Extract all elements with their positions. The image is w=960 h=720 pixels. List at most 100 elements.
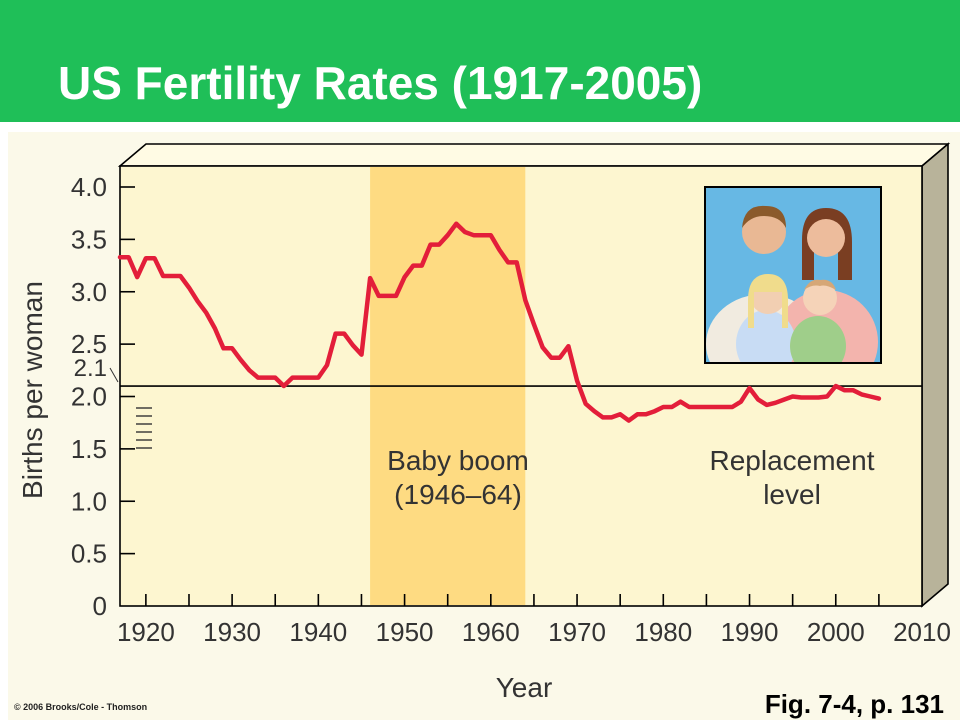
y-tick-label: 0.5 (71, 539, 107, 569)
data-point (178, 274, 182, 278)
data-point (601, 415, 605, 419)
data-point (359, 353, 363, 357)
data-point (610, 415, 614, 419)
y-tick-label: 2.5 (71, 329, 107, 359)
baby-boom-label: Baby boom (387, 445, 529, 476)
data-point (204, 311, 208, 315)
data-point (377, 294, 381, 298)
y-tick-label-2-1: 2.1 (74, 355, 107, 382)
data-point (575, 379, 579, 383)
data-point (704, 405, 708, 409)
y-tick-label: 0 (93, 591, 107, 621)
data-point (385, 294, 389, 298)
data-point (515, 260, 519, 264)
data-point (403, 275, 407, 279)
data-point (842, 388, 846, 392)
y-tick-label: 2.0 (71, 382, 107, 412)
data-point (480, 233, 484, 237)
data-point (532, 322, 536, 326)
data-point (489, 233, 493, 237)
figure-caption: Fig. 7-4, p. 131 (764, 689, 944, 719)
copyright-notice: © 2006 Brooks/Cole - Thomson (14, 702, 148, 712)
data-point (299, 376, 303, 380)
data-point (152, 256, 156, 260)
data-point (221, 346, 225, 350)
data-point (247, 368, 251, 372)
data-point (627, 419, 631, 423)
data-point (196, 299, 200, 303)
data-point (713, 405, 717, 409)
x-tick-label: 1930 (203, 617, 261, 647)
data-point (756, 398, 760, 402)
data-point (497, 248, 501, 252)
x-tick-label: 1940 (289, 617, 347, 647)
data-point (187, 286, 191, 290)
data-point (239, 358, 243, 362)
plot-top-face (117, 143, 951, 167)
x-tick-label: 1990 (721, 617, 779, 647)
data-point (851, 388, 855, 392)
data-point (170, 274, 174, 278)
data-point (644, 412, 648, 416)
data-point (722, 405, 726, 409)
data-point (541, 345, 545, 349)
slide-title: US Fertility Rates (1917-2005) (58, 57, 703, 109)
data-point (411, 264, 415, 268)
data-point (420, 264, 424, 268)
data-point (213, 326, 217, 330)
data-point (817, 396, 821, 400)
data-point (463, 230, 467, 234)
data-point (679, 400, 683, 404)
data-point (118, 255, 122, 259)
data-point (454, 222, 458, 226)
data-point (127, 255, 131, 259)
y-tick-label: 3.0 (71, 277, 107, 307)
data-point (308, 376, 312, 380)
x-axis-title: Year (496, 672, 553, 703)
family-portrait-icon (704, 186, 882, 364)
data-point (661, 405, 665, 409)
data-point (687, 405, 691, 409)
data-point (437, 243, 441, 247)
data-point (618, 412, 622, 416)
data-point (653, 409, 657, 413)
data-point (316, 376, 320, 380)
data-point (877, 397, 881, 401)
data-point (773, 401, 777, 405)
data-point (730, 405, 734, 409)
data-point (290, 376, 294, 380)
data-point (256, 376, 260, 380)
data-point (748, 386, 752, 390)
y-axis-title: Births per woman (17, 281, 48, 499)
baby-boom-years-label: (1946–64) (394, 479, 522, 510)
data-point (144, 256, 148, 260)
x-tick-label: 1980 (634, 617, 692, 647)
data-point (825, 395, 829, 398)
x-tick-label: 1960 (462, 617, 520, 647)
data-point (808, 396, 812, 400)
data-point (368, 276, 372, 280)
data-point (860, 392, 864, 396)
data-point (523, 298, 527, 302)
data-point (782, 398, 786, 402)
data-point (868, 395, 872, 398)
y-tick-label: 1.0 (71, 486, 107, 516)
data-point (670, 405, 674, 409)
y-tick-label: 1.5 (71, 434, 107, 464)
data-point (342, 332, 346, 336)
data-point (428, 243, 432, 247)
x-axis: 1920 1930 1940 1950 1960 1970 1980 1990 2000 2010 (117, 594, 951, 647)
data-point (351, 343, 355, 347)
data-point (635, 412, 639, 416)
data-point (549, 356, 553, 360)
data-point (230, 346, 234, 350)
data-point (265, 376, 269, 380)
data-point (791, 395, 795, 398)
data-point (334, 332, 338, 336)
data-point (282, 384, 286, 388)
data-point (394, 294, 398, 298)
data-point (472, 233, 476, 237)
x-tick-label: 1920 (117, 617, 175, 647)
x-tick-label: 1950 (376, 617, 434, 647)
data-point (592, 409, 596, 413)
